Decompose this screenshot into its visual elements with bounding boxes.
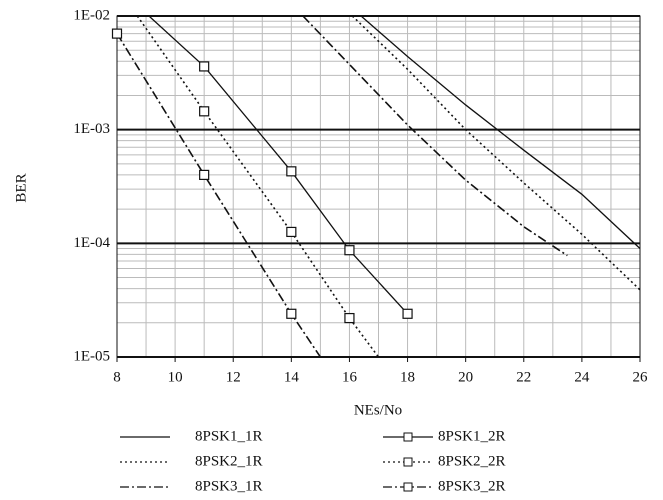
legend-label: 8PSK3_1R [195,478,263,494]
legend-label: 8PSK2_2R [438,453,506,469]
x-tick-label: 18 [400,369,415,385]
plot-frame [116,15,641,358]
x-tick-label: 8 [113,369,121,385]
x-tick-label: 24 [574,369,590,385]
legend-label: 8PSK2_1R [195,453,263,469]
grid [116,15,641,358]
x-tick-label: 16 [342,369,358,385]
legend-label: 8PSK1_2R [438,428,506,444]
x-tick-label: 26 [633,369,649,385]
legend-marker [403,432,413,442]
marker [111,28,123,39]
marker [402,308,413,319]
legend-label: 8PSK3_2R [438,478,506,494]
marker [199,106,210,117]
series-line [351,16,640,291]
series-line [360,16,640,250]
marker [344,245,355,256]
series-line [148,16,409,315]
series-line [302,16,568,257]
x-tick-label: 12 [226,369,241,385]
marker [286,308,297,319]
series-line [136,16,380,357]
y-tick-label: 1E-04 [73,235,110,251]
x-tick-label: 14 [284,369,300,385]
y-axis-label: BER [13,173,29,202]
marker [199,61,210,72]
x-tick-label: 22 [516,369,531,385]
y-tick-label: 1E-02 [73,7,110,23]
x-tick-label: 20 [458,369,473,385]
x-tick-label: 10 [168,369,183,385]
marker [286,226,297,238]
series-line [117,33,322,357]
legend-marker [403,457,413,467]
marker [199,169,210,180]
marker [286,166,297,177]
legend-label: 8PSK1_1R [195,428,263,444]
x-axis-label: NEs/No [354,402,402,418]
legend-marker [403,482,413,492]
marker [344,312,355,324]
y-tick-label: 1E-03 [73,121,110,137]
y-tick-label: 1E-05 [73,348,110,364]
